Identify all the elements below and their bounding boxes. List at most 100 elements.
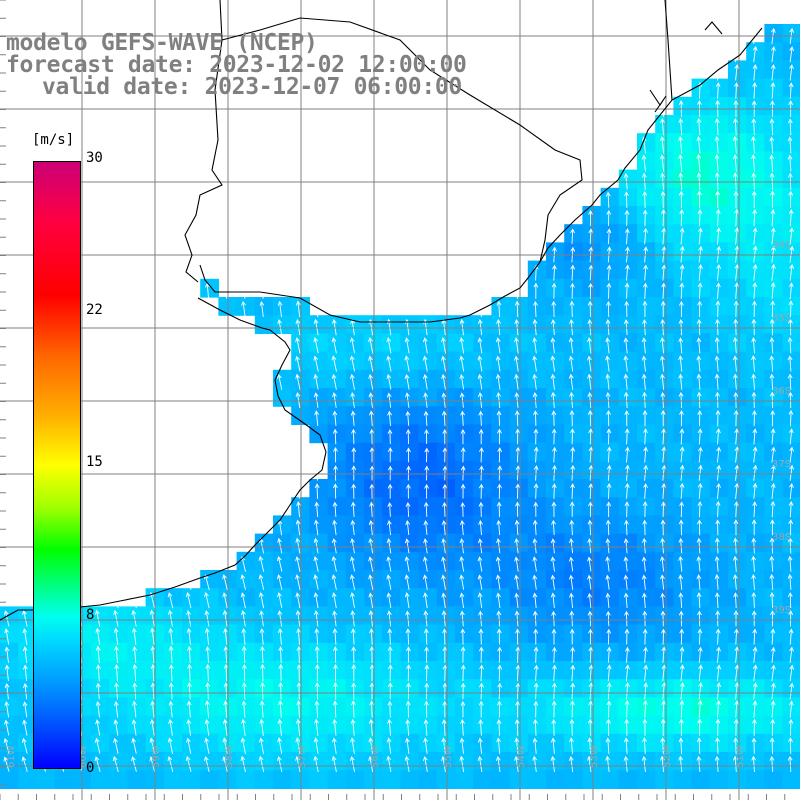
wind-arrow-125 [771, 263, 776, 281]
wind-cell-1037 [273, 770, 292, 789]
wind-cell-221 [327, 351, 347, 371]
wind-arrow-810 [771, 664, 776, 682]
wind-arrow-574 [368, 574, 374, 590]
lon-label-5: 56W [370, 745, 381, 768]
wind-cell-735 [382, 642, 401, 662]
wind-cell-57 [782, 169, 800, 189]
wind-arrow-943 [788, 718, 794, 736]
wind-arrow-135 [588, 282, 594, 299]
wind-cell-133 [691, 278, 711, 298]
wind-arrow-845 [606, 682, 612, 700]
wind-cell-913 [418, 715, 438, 735]
wind-cell-900 [182, 715, 201, 735]
wind-arrow-436 [624, 482, 630, 499]
wind-arrow-309 [751, 391, 757, 409]
wind-arrow-679 [788, 610, 794, 627]
wind-arrow-306 [696, 391, 702, 409]
wind-cell-636 [182, 606, 201, 626]
wind-arrow-835 [424, 682, 430, 700]
wind-cell-568 [400, 570, 420, 589]
wind-arrow-805 [679, 664, 685, 682]
wind-arrow-595 [751, 573, 756, 590]
wind-cell-482 [546, 515, 565, 535]
wind-arrow-735 [205, 646, 211, 663]
wind-arrow-360 [715, 428, 721, 445]
wind-cell-843 [746, 679, 765, 698]
wind-arrow-575 [386, 574, 392, 590]
border-north [664, 0, 673, 101]
wind-cell-347 [564, 424, 583, 444]
wind-cell-26 [728, 115, 747, 134]
wind-cell-198 [418, 333, 438, 353]
wind-cell-236 [600, 351, 620, 371]
wind-arrow-928 [514, 718, 520, 736]
wind-arrow-464 [624, 501, 630, 518]
wind-cell-846 [0, 697, 19, 717]
wind-cell-991 [236, 752, 256, 771]
wind-cell-480 [509, 515, 529, 535]
wind-arrow-88 [624, 228, 630, 245]
wind-cell-410 [764, 460, 784, 480]
wind-cell-545 [582, 551, 602, 571]
wind-arrow-486 [496, 519, 502, 536]
wind-arrow-369 [406, 447, 411, 463]
wind-cell-417 [400, 479, 420, 498]
lat-label-2: 36S [772, 386, 791, 397]
wind-cell-802 [0, 679, 19, 698]
wind-cell-821 [345, 679, 365, 698]
wind-arrow-817 [95, 682, 101, 700]
wind-arrow-261 [386, 373, 392, 390]
wind-arrow-731 [132, 645, 138, 664]
wind-arrow-15 [752, 82, 758, 99]
wind-cell-623 [746, 588, 765, 607]
wind-cell-367 [455, 442, 474, 462]
wind-cell-935 [18, 733, 37, 753]
wind-cell-268 [655, 369, 674, 389]
wind-cell-746 [582, 642, 602, 662]
wind-cell-895 [91, 715, 110, 735]
wind-cell-671 [18, 624, 37, 644]
wind-cell-659 [600, 606, 620, 626]
wind-arrow-580 [477, 574, 483, 590]
wind-cell-653 [491, 606, 511, 626]
wind-cell-646 [364, 606, 383, 626]
wind-arrow-246 [641, 355, 647, 372]
wind-arrow-431 [533, 483, 539, 499]
wind-cell-279 [327, 388, 347, 407]
wind-cell-308 [345, 406, 365, 425]
wind-cell-654 [509, 606, 529, 626]
wind-cell-565 [345, 570, 365, 589]
wind-arrow-572 [331, 574, 337, 590]
wind-cell-51 [673, 169, 693, 189]
wind-cell-435 [728, 479, 747, 498]
wind-cell-968 [618, 733, 638, 753]
wind-arrow-402 [515, 465, 521, 481]
wind-cell-1001 [418, 752, 438, 771]
wind-cell-880 [618, 697, 638, 717]
wind-cell-436 [746, 479, 765, 498]
wind-cell-842 [728, 679, 747, 698]
wind-cell-643 [309, 606, 329, 626]
wind-cell-68 [782, 187, 800, 207]
wind-cell-408 [728, 460, 747, 480]
wind-arrow-161 [642, 300, 648, 318]
wind-arrow-924 [441, 719, 447, 736]
wind-cell-142 [273, 297, 292, 316]
wind-arrow-62 [605, 191, 611, 208]
wind-arrow-938 [697, 718, 703, 736]
wind-cell-741 [491, 642, 511, 662]
wind-arrow-119 [661, 264, 667, 281]
wind-cell-522 [728, 533, 747, 553]
wind-arrow-282 [769, 373, 775, 390]
wind-arrow-883 [497, 700, 502, 718]
wind-cell-697 [491, 624, 511, 644]
wind-arrow-688 [150, 627, 155, 645]
wind-arrow-1016 [514, 755, 519, 772]
wind-cell-226 [418, 351, 438, 371]
wind-arrow-358 [679, 428, 685, 445]
wind-cell-813 [200, 679, 219, 698]
wind-cell-391 [418, 460, 438, 480]
wind-cell-808 [109, 679, 128, 698]
wind-cell-1025 [54, 770, 74, 789]
wind-arrow-385 [697, 446, 703, 463]
